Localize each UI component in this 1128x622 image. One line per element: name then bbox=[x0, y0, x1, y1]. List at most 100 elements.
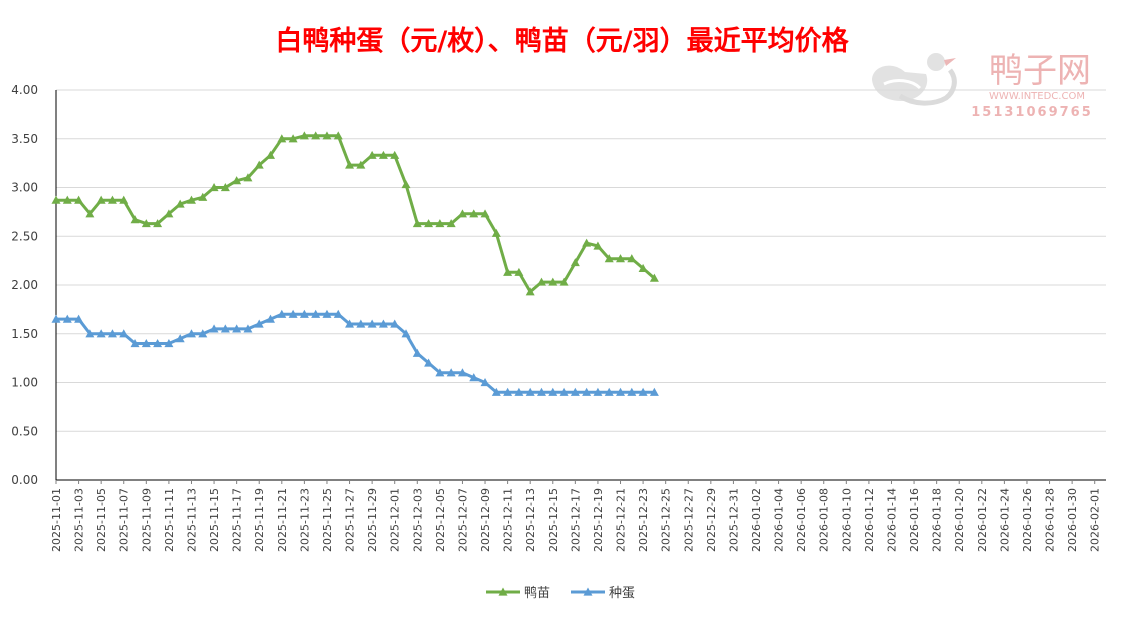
data-point bbox=[322, 131, 332, 140]
x-tick-label: 2025-11-21 bbox=[276, 488, 289, 552]
x-tick-label: 2025-11-13 bbox=[185, 488, 198, 552]
data-point bbox=[243, 173, 253, 182]
data-point bbox=[130, 215, 140, 224]
y-tick-label: 2.50 bbox=[11, 229, 38, 243]
x-tick-label: 2026-01-10 bbox=[840, 488, 853, 552]
x-tick-label: 2026-01-16 bbox=[908, 488, 921, 552]
x-tick-label: 2025-12-23 bbox=[637, 488, 650, 552]
data-point bbox=[582, 387, 592, 396]
x-tick-label: 2025-11-05 bbox=[95, 488, 108, 552]
data-point bbox=[96, 329, 106, 338]
legend: 鸭苗 种蛋 bbox=[486, 586, 635, 601]
chart-title: 白鸭种蛋（元/枚）、鸭苗（元/羽）最近平均价格 bbox=[275, 25, 849, 57]
x-tick-label: 2026-01-28 bbox=[1044, 488, 1057, 552]
data-point bbox=[141, 219, 151, 228]
data-point bbox=[649, 273, 659, 282]
data-point bbox=[390, 150, 400, 159]
data-point bbox=[243, 324, 253, 333]
x-tick-label: 2025-12-05 bbox=[434, 488, 447, 552]
x-tick-label: 2025-11-25 bbox=[321, 488, 334, 552]
data-point bbox=[62, 314, 72, 323]
data-point bbox=[254, 160, 264, 169]
grid bbox=[56, 89, 1106, 432]
x-tick-label: 2025-12-31 bbox=[727, 488, 740, 552]
data-point bbox=[209, 183, 219, 192]
x-tick-label: 2025-11-03 bbox=[73, 488, 86, 552]
x-tick-label: 2025-12-03 bbox=[411, 488, 424, 552]
data-point bbox=[266, 314, 276, 323]
duck-logo-icon bbox=[872, 53, 957, 106]
x-tick-label: 2025-12-17 bbox=[569, 488, 582, 552]
y-tick-label: 1.50 bbox=[11, 327, 38, 341]
x-tick-label: 2025-11-29 bbox=[366, 488, 379, 552]
data-point bbox=[435, 219, 445, 228]
data-point bbox=[153, 339, 163, 348]
x-tick-label: 2025-12-07 bbox=[456, 488, 469, 552]
data-point bbox=[119, 195, 129, 204]
data-point bbox=[424, 219, 434, 228]
y-tick-label: 1.00 bbox=[11, 376, 38, 390]
data-point bbox=[604, 387, 614, 396]
data-point bbox=[627, 254, 637, 263]
y-tick-label: 3.50 bbox=[11, 132, 38, 146]
data-point bbox=[412, 219, 422, 228]
data-point bbox=[277, 134, 287, 143]
data-point bbox=[503, 267, 513, 276]
data-point bbox=[74, 314, 84, 323]
data-point bbox=[198, 192, 208, 201]
legend-marker bbox=[583, 587, 593, 596]
series-line-ducklings bbox=[56, 134, 656, 294]
x-tick-label: 2026-01-20 bbox=[953, 488, 966, 552]
x-tick-label: 2025-12-09 bbox=[479, 488, 492, 552]
y-tick-label: 3.00 bbox=[11, 181, 38, 195]
watermark-site: WWW.INTEDC.COM bbox=[989, 91, 1085, 102]
data-point bbox=[288, 134, 298, 143]
data-point bbox=[141, 339, 151, 348]
watermark-phone: 15131069765 bbox=[971, 105, 1093, 120]
data-point bbox=[254, 319, 264, 328]
x-tick-label: 2026-01-08 bbox=[818, 488, 831, 552]
data-point bbox=[616, 254, 626, 263]
data-point bbox=[220, 183, 230, 192]
data-point bbox=[209, 324, 219, 333]
legend-label: 种蛋 bbox=[609, 586, 635, 601]
x-tick-label: 2025-12-01 bbox=[389, 488, 402, 552]
x-tick-label: 2025-11-11 bbox=[163, 488, 176, 552]
data-point bbox=[638, 387, 648, 396]
x-axis-ticks: 2025-11-01 2025-11-03 2025-11-05 2025-11-07… bbox=[50, 480, 1102, 552]
data-point bbox=[51, 195, 61, 204]
data-point bbox=[469, 209, 479, 218]
data-point bbox=[536, 277, 546, 286]
x-tick-label: 2026-01-12 bbox=[863, 488, 876, 552]
data-point bbox=[153, 219, 163, 228]
data-point bbox=[107, 329, 117, 338]
x-tick-label: 2026-01-30 bbox=[1066, 488, 1079, 552]
x-tick-label: 2025-11-07 bbox=[118, 488, 131, 552]
data-point bbox=[130, 339, 140, 348]
watermark: 鸭子网 WWW.INTEDC.COM 15131069765 bbox=[872, 51, 1093, 120]
x-tick-label: 2025-11-09 bbox=[140, 488, 153, 552]
data-point bbox=[582, 238, 592, 247]
data-point bbox=[469, 373, 479, 382]
x-tick-label: 2025-12-15 bbox=[547, 488, 560, 552]
data-point bbox=[525, 287, 535, 296]
x-tick-label: 2025-11-19 bbox=[253, 488, 266, 552]
x-tick-label: 2025-12-19 bbox=[592, 488, 605, 552]
data-point bbox=[514, 387, 524, 396]
data-point bbox=[175, 334, 185, 343]
x-tick-label: 2026-01-18 bbox=[931, 488, 944, 552]
data-point bbox=[559, 277, 569, 286]
data-point bbox=[401, 180, 411, 189]
data-point bbox=[175, 199, 185, 208]
x-tick-label: 2026-01-26 bbox=[1021, 488, 1034, 552]
data-point bbox=[616, 387, 626, 396]
y-tick-label: 2.00 bbox=[11, 278, 38, 292]
data-point bbox=[85, 329, 95, 338]
data-point bbox=[356, 160, 366, 169]
data-point bbox=[198, 329, 208, 338]
data-point bbox=[51, 314, 61, 323]
x-tick-label: 2025-11-27 bbox=[344, 488, 357, 552]
data-point bbox=[593, 241, 603, 250]
data-point bbox=[164, 209, 174, 218]
